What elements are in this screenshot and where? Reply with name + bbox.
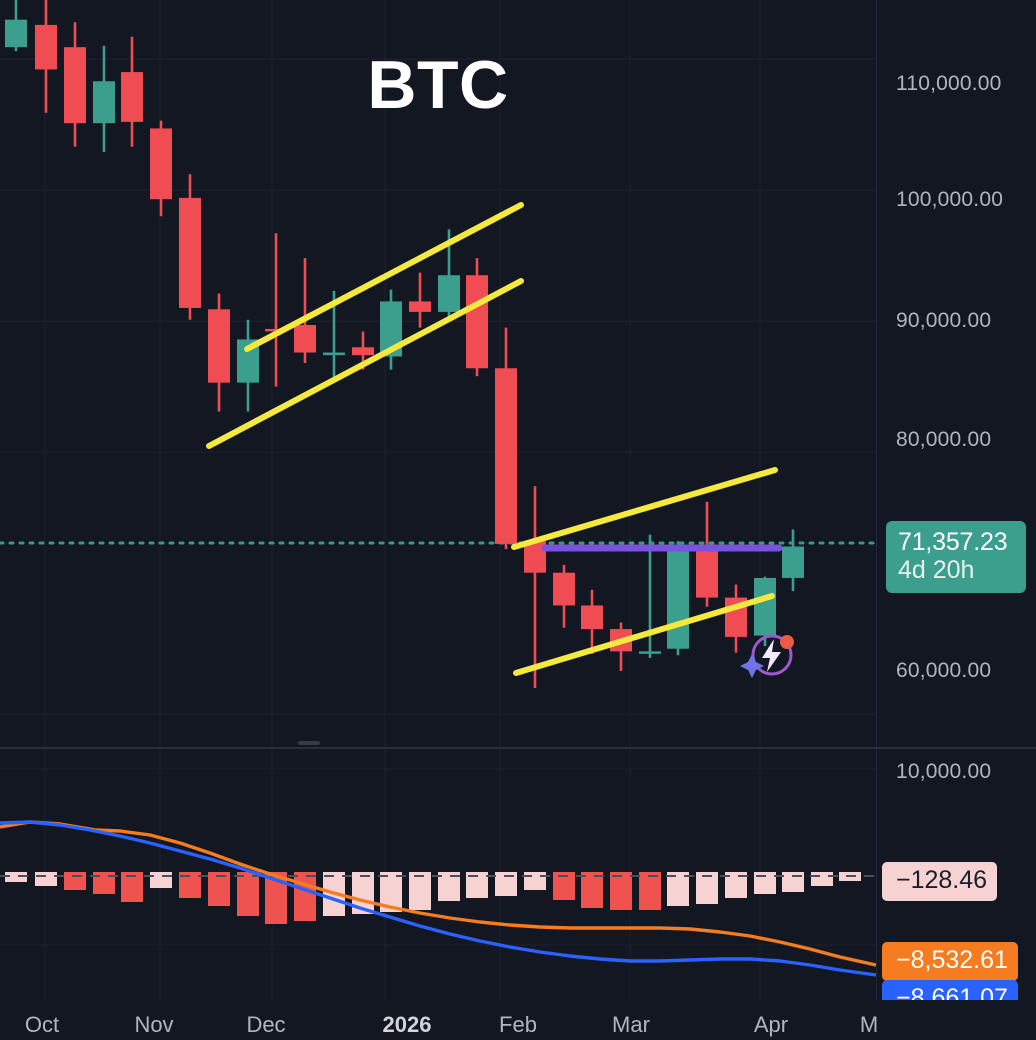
x-axis-label-apr: Apr [753, 1012, 789, 1037]
x-axis-label-dec: Dec [246, 1012, 286, 1037]
macd-main-line [0, 820, 877, 977]
candlestick [639, 534, 661, 658]
macd-histogram-bar [610, 872, 632, 910]
rising-wedge-lower [206, 278, 524, 449]
macd-histogram-bar [93, 872, 115, 894]
candlestick [294, 258, 316, 364]
price-pane[interactable]: BTC 110,000.00 100,000.00 90,000.00 80,0… [0, 0, 1036, 747]
x-axis-label-2026: 2026 [382, 1012, 432, 1037]
macd-y-axis-label-10000: 10,000.00 [896, 760, 992, 783]
candlestick [179, 174, 201, 320]
time-axis[interactable]: Oct Nov Dec 2026 Feb Mar Apr M [0, 1000, 1036, 1040]
price-scale-separator [876, 0, 877, 1000]
candlestick [667, 541, 689, 656]
lightning-sparkle-logo [740, 634, 794, 678]
expanding-wedge-upper [511, 467, 778, 550]
candlestick [782, 529, 804, 592]
x-axis-label-nov: Nov [134, 1012, 174, 1037]
x-axis-label-may: M [859, 1012, 879, 1037]
macd-histogram-bar [179, 872, 201, 898]
pane-divider[interactable] [0, 741, 1036, 749]
macd-histogram-bar [35, 872, 57, 886]
macd-histogram-bar [553, 872, 575, 900]
expanding-wedge-lower [513, 593, 775, 676]
pane-resize-handle[interactable] [298, 741, 320, 745]
macd-histogram-bar [265, 872, 287, 924]
current-price-badge[interactable]: 71,357.23 4d 20h [886, 521, 1026, 593]
candlestick [380, 289, 402, 370]
macd-line-badge[interactable]: −8,532.61 [882, 942, 1018, 981]
candlestick [5, 0, 27, 52]
macd-histogram-bar [667, 872, 689, 906]
candlestick [696, 501, 718, 607]
candlestick [237, 319, 259, 412]
current-price-value: 71,357.23 [898, 528, 1008, 556]
macd-histogram-bar [754, 872, 776, 894]
macd-histogram-bar [811, 872, 833, 886]
macd-histogram-bar [150, 872, 172, 888]
y-axis-label-110000: 110,000.00 [896, 72, 1002, 95]
macd-histogram-bar [323, 872, 345, 916]
x-axis-label-mar: Mar [612, 1012, 650, 1037]
macd-histogram-bar [725, 872, 747, 898]
y-axis-label-80000: 80,000.00 [896, 428, 992, 451]
candlestick [409, 272, 431, 328]
macd-histogram-bar [352, 872, 374, 914]
candlestick [581, 589, 603, 654]
macd-histogram-bar [64, 872, 86, 890]
candlestick [352, 331, 374, 370]
y-axis-label-60000: 60,000.00 [896, 659, 992, 682]
macd-histogram-bar [696, 872, 718, 904]
candlestick [610, 622, 632, 671]
candlestick [208, 293, 230, 412]
candlestick [524, 486, 546, 689]
macd-histogram-bar [121, 872, 143, 902]
x-axis-label-oct: Oct [24, 1012, 60, 1037]
y-axis-label-90000: 90,000.00 [896, 309, 992, 332]
chart-title: BTC [367, 47, 509, 123]
macd-histogram-bar [639, 872, 661, 910]
macd-histogram-bar [438, 872, 460, 901]
candlestick [495, 327, 517, 550]
macd-indicator [0, 749, 877, 1000]
macd-histogram-bar [839, 872, 861, 881]
macd-histogram-bar [581, 872, 603, 908]
macd-histogram-bar [5, 872, 27, 882]
macd-histogram-badge[interactable]: −128.46 [882, 862, 998, 901]
macd-pane[interactable]: 10,000.00 [0, 749, 1036, 1000]
y-axis-label-100000: 100,000.00 [896, 188, 1004, 211]
candlestick [438, 229, 460, 320]
macd-histogram-bar [782, 872, 804, 892]
rising-wedge-upper [244, 202, 524, 352]
macd-histogram-bar [208, 872, 230, 906]
candle-countdown: 4d 20h [898, 556, 975, 584]
macd-histogram-bar [294, 872, 316, 921]
candlestick [265, 233, 287, 387]
macd-histogram-bar [237, 872, 259, 916]
candlestick [466, 258, 488, 377]
macd-histogram-bar [466, 872, 488, 898]
candlestick [553, 564, 575, 628]
macd-signal-line [0, 820, 877, 967]
macd-histogram-bar [409, 872, 431, 910]
macd-histogram-bar [380, 872, 402, 912]
macd-histogram-bar [524, 872, 546, 890]
candlestick [150, 120, 172, 217]
candlestick [323, 290, 345, 383]
x-axis-label-feb: Feb [499, 1012, 537, 1037]
macd-histogram-bar [495, 872, 517, 896]
